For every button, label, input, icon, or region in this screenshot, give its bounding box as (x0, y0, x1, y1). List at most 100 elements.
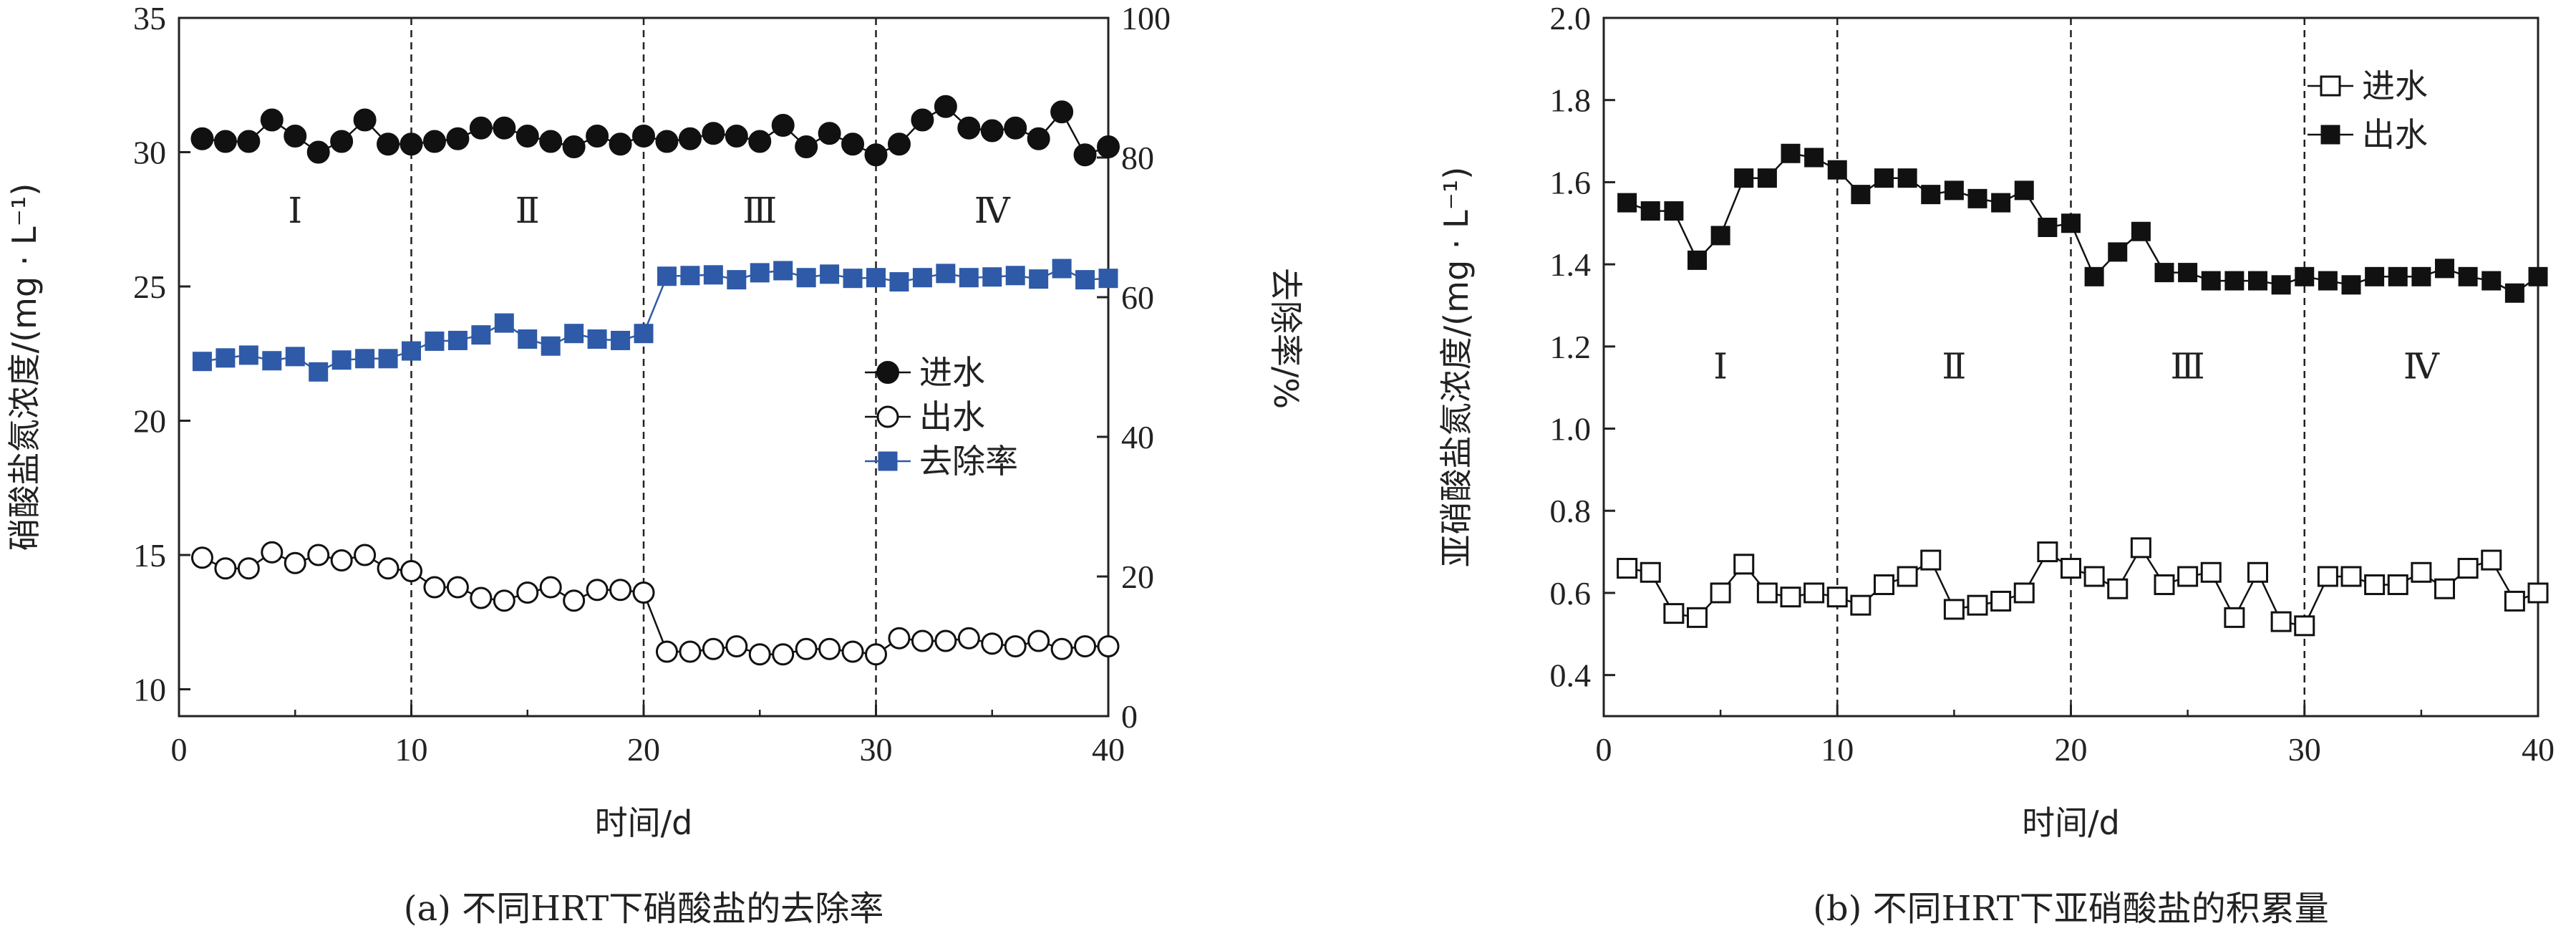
series-0-1-point (493, 589, 515, 612)
legend-marker (2320, 125, 2340, 145)
series-1-0-point (1803, 582, 1825, 604)
y-tick-label: 1.2 (1550, 329, 1592, 365)
x-tick-label: 30 (860, 731, 893, 768)
series-1-1-point (2178, 263, 2198, 283)
series-0-0-point (887, 132, 911, 156)
series-1-1-point (1664, 201, 1684, 221)
series-1-1-point (2108, 242, 2128, 262)
series-0-2-point (238, 345, 258, 365)
series-0-1 (190, 541, 1120, 666)
x-tick-label: 10 (395, 731, 428, 768)
series-0-0-point (586, 125, 609, 148)
y-tick-label: 35 (133, 0, 166, 37)
x-tick-label: 30 (2288, 731, 2321, 768)
series-0-1-point (725, 635, 748, 657)
series-0-1-point (1097, 635, 1120, 657)
y-right-tick-label: 60 (1121, 279, 1154, 316)
y-tick-label: 1.6 (1550, 164, 1592, 201)
series-0-2-point (680, 266, 700, 286)
phase-label: Ⅳ (974, 190, 1011, 231)
series-1-1-point (2271, 275, 2291, 295)
series-0-0-point (632, 125, 655, 148)
series-1-1-point (2248, 271, 2267, 291)
series-1-1-point (2411, 266, 2431, 286)
series-0-1-point (261, 541, 284, 564)
series-0-1-point (609, 579, 632, 602)
series-0-1-point (1050, 637, 1073, 660)
series-0-0-point (330, 130, 354, 153)
series-0-2-point (727, 270, 747, 290)
series-0-1-point (586, 579, 609, 602)
series-1-1-point (1757, 168, 1777, 188)
legend-label: 进水 (2362, 67, 2428, 105)
series-0-2-point (1005, 266, 1025, 286)
x-tick-label: 40 (2522, 731, 2555, 768)
y-tick-label: 0.8 (1550, 493, 1592, 529)
y-tick-label: 1.0 (1550, 411, 1592, 448)
series-0-1-point (981, 632, 1004, 655)
series-0-0-point (795, 135, 818, 158)
series-1-0-point (2340, 566, 2362, 587)
y-tick-label: 1.4 (1550, 246, 1592, 283)
y-axis-right-label: 去除率/% (1267, 268, 1305, 409)
series-0-1-point (679, 640, 702, 663)
series-0-0-point (771, 114, 795, 137)
y-right-tick-label: 100 (1121, 0, 1171, 37)
series-0-0-point (678, 127, 702, 150)
series-1-1-point (1874, 168, 1894, 188)
series-1-1-line (1627, 152, 2539, 294)
series-0-2-point (936, 264, 956, 284)
series-0-0-point (377, 132, 400, 156)
series-1-1-point (2341, 275, 2361, 295)
x-tick-label: 20 (627, 731, 660, 768)
x-tick-label: 0 (1596, 731, 1612, 768)
phase-label: Ⅱ (515, 190, 540, 231)
series-0-0-point (934, 95, 957, 118)
series-0-2-point (1098, 269, 1118, 289)
series-0-0-point (237, 130, 261, 153)
series-0-2-point (564, 324, 584, 344)
series-0-0-point (1097, 135, 1120, 158)
series-0-0-point (1073, 143, 1097, 167)
series-0-0-point (1004, 116, 1027, 140)
series-0-0-point (957, 116, 981, 140)
series-1-1-point (2365, 266, 2385, 286)
legend-marker (876, 361, 899, 384)
series-0-1-point (865, 643, 887, 666)
series-1-0-point (1756, 582, 1778, 604)
series-1-1-point (2435, 259, 2454, 279)
series-1-0 (1617, 537, 2549, 637)
series-0-2-point (378, 349, 398, 369)
series-0-2-point (331, 350, 352, 370)
series-0-2-point (773, 261, 793, 281)
phase-label: Ⅳ (2403, 346, 2440, 387)
legend-label: 去除率 (919, 442, 1018, 481)
series-1-1-point (1640, 201, 1660, 221)
series-0-0-point (864, 143, 888, 167)
series-0-0-point (306, 140, 330, 164)
series-1-0-point (2154, 574, 2175, 595)
legend-label: 出水 (919, 397, 985, 436)
y-axis-label: 硝酸盐氮浓度/(mg · L⁻¹) (5, 183, 44, 551)
series-0-2-point (494, 313, 514, 333)
series-0-0-point (469, 116, 493, 140)
series-1-1-point (1734, 168, 1754, 188)
series-1-1-point (2201, 271, 2221, 291)
series-1-1-point (1781, 143, 1801, 163)
series-1-0-point (2083, 566, 2105, 587)
series-0-0-point (725, 125, 748, 148)
series-0-0 (190, 95, 1120, 167)
series-1-0-point (2013, 582, 2035, 604)
series-0-1-point (190, 546, 213, 569)
legend-marker (876, 405, 899, 428)
y-right-tick-label: 20 (1121, 559, 1154, 595)
series-0-0-point (260, 108, 284, 132)
series-1-0-point (1897, 566, 1918, 587)
series-0-1-point (655, 640, 678, 663)
series-1-0-point (1687, 607, 1708, 628)
series-1-1-point (2014, 180, 2034, 201)
